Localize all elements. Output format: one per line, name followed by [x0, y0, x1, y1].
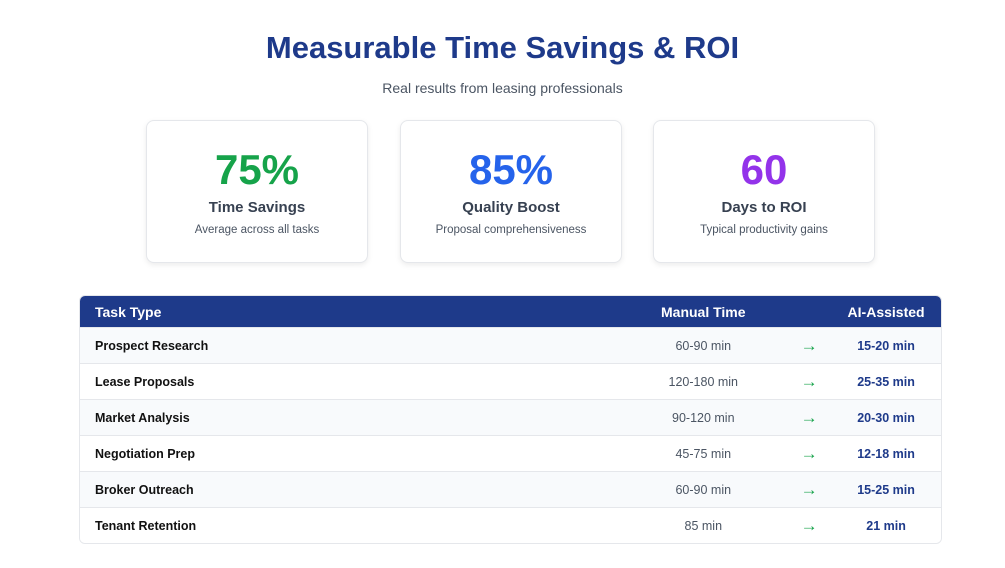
- column-header-task-type: Task Type: [95, 303, 162, 320]
- task-name: Negotiation Prep: [95, 446, 196, 461]
- table-row: Lease Proposals 120-180 min → 25-35 min: [80, 363, 941, 399]
- manual-time: 45-75 min: [675, 446, 732, 461]
- table-row: Prospect Research 60-90 min → 15-20 min: [80, 327, 941, 363]
- stat-value: 75%: [214, 146, 300, 193]
- arrow-right-icon: →: [800, 479, 818, 499]
- page-subtitle: Real results from leasing professionals: [382, 80, 623, 96]
- arrow-right-icon: →: [800, 335, 818, 355]
- ai-assisted-time: 20-30 min: [857, 410, 915, 425]
- stat-value: 60: [740, 146, 788, 193]
- stat-card-days-to-roi: 60 Days to ROI Typical productivity gain…: [653, 120, 875, 263]
- arrow-right-icon: →: [800, 407, 818, 427]
- task-name: Lease Proposals: [95, 374, 195, 389]
- arrow-right-icon: →: [800, 515, 818, 535]
- ai-assisted-time: 25-35 min: [857, 374, 915, 389]
- task-name: Market Analysis: [95, 410, 190, 425]
- stat-description: Proposal comprehensiveness: [435, 224, 587, 236]
- table-header: Task Type Manual Time AI-Assisted: [80, 296, 941, 327]
- page-title: Measurable Time Savings & ROI: [265, 30, 740, 65]
- ai-assisted-time: 12-18 min: [857, 446, 915, 461]
- task-name: Tenant Retention: [95, 518, 197, 533]
- column-header-manual-time: Manual Time: [661, 303, 746, 320]
- stat-label: Quality Boost: [462, 199, 560, 216]
- manual-time: 85 min: [684, 518, 723, 533]
- arrow-right-icon: →: [800, 371, 818, 391]
- stat-label: Time Savings: [208, 199, 306, 216]
- column-header-ai-assisted: AI-Assisted: [847, 303, 925, 320]
- stat-card-quality-boost: 85% Quality Boost Proposal comprehensive…: [400, 120, 622, 263]
- stat-label: Days to ROI: [721, 199, 807, 216]
- arrow-right-icon: →: [800, 443, 818, 463]
- stat-description: Average across all tasks: [194, 224, 320, 236]
- manual-time: 60-90 min: [675, 482, 732, 497]
- stat-description: Typical productivity gains: [700, 224, 828, 236]
- task-name: Prospect Research: [95, 338, 209, 353]
- stat-value: 85%: [468, 146, 554, 193]
- ai-assisted-time: 15-25 min: [857, 482, 915, 497]
- table-row: Market Analysis 90-120 min → 20-30 min: [80, 399, 941, 435]
- manual-time: 60-90 min: [675, 338, 732, 353]
- ai-assisted-time: 21 min: [866, 518, 906, 533]
- manual-time: 120-180 min: [668, 374, 739, 389]
- table-row: Tenant Retention 85 min → 21 min: [80, 507, 941, 543]
- ai-assisted-time: 15-20 min: [857, 338, 915, 353]
- task-name: Broker Outreach: [95, 482, 194, 497]
- table-row: Broker Outreach 60-90 min → 15-25 min: [80, 471, 941, 507]
- table-row: Negotiation Prep 45-75 min → 12-18 min: [80, 435, 941, 471]
- time-savings-table: Task Type Manual Time AI-Assisted Prospe…: [79, 295, 942, 544]
- stat-card-time-savings: 75% Time Savings Average across all task…: [146, 120, 368, 263]
- manual-time: 90-120 min: [672, 410, 735, 425]
